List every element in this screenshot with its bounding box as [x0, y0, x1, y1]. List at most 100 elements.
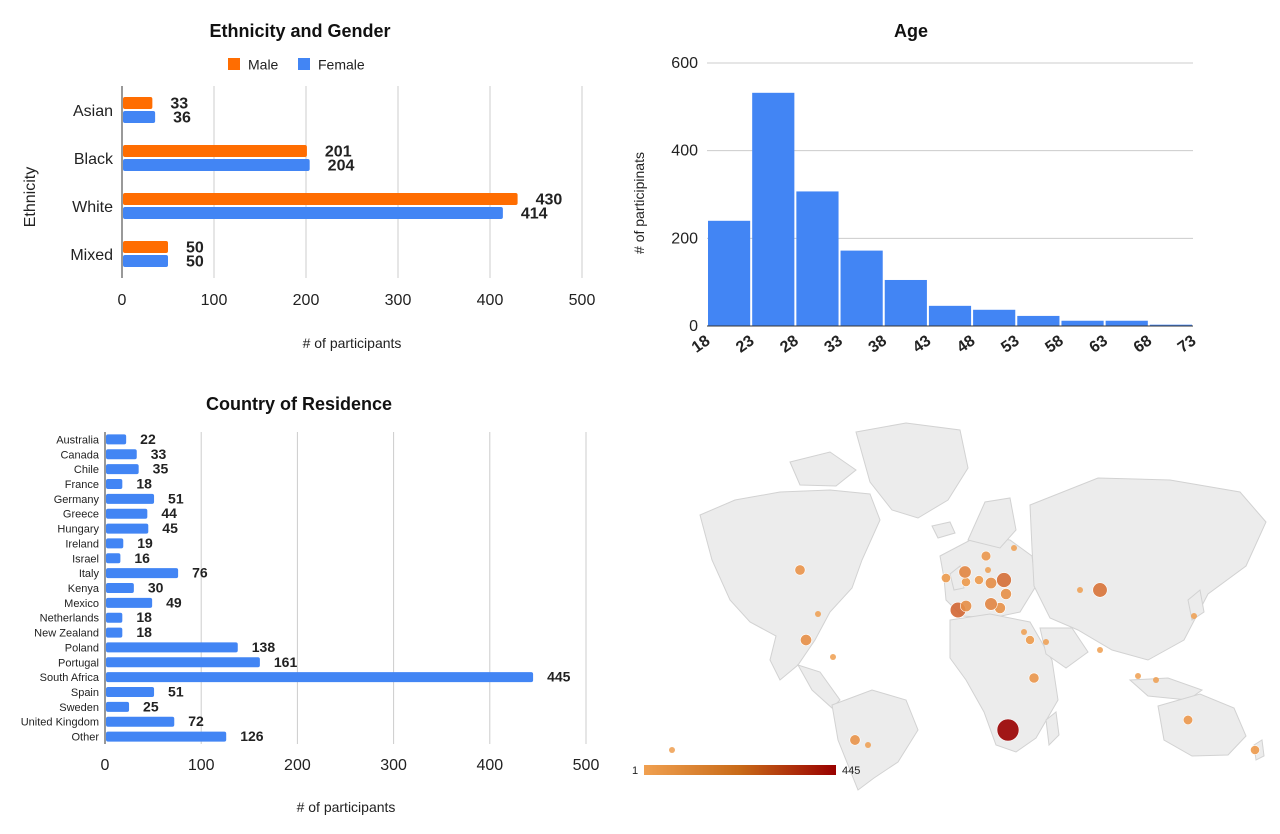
- x-tick-label: 63: [1087, 332, 1111, 356]
- map-marker: [1135, 673, 1141, 679]
- y-tick-label: 600: [671, 55, 698, 72]
- map-marker: [1011, 545, 1017, 551]
- data-label: 33: [151, 446, 167, 462]
- category-label: Mexico: [64, 598, 99, 610]
- data-label: 35: [153, 461, 169, 477]
- map-bubble-sweden: [980, 550, 992, 562]
- land-mass-8: [1029, 477, 1267, 661]
- x-tick-label: 300: [380, 757, 407, 774]
- y-tick-label: 0: [689, 318, 698, 335]
- map-marker: [830, 654, 836, 660]
- data-label: 50: [186, 254, 204, 271]
- data-label: 445: [547, 669, 571, 685]
- histogram-bar-18: [708, 220, 751, 326]
- category-label: Netherlands: [40, 613, 100, 625]
- bar-greece: [106, 508, 148, 519]
- map-bubble-israel: [1025, 635, 1035, 645]
- chart-title: Age: [894, 21, 928, 41]
- x-tick-label: 18: [689, 332, 713, 356]
- land-mass-3: [796, 664, 841, 709]
- x-tick-label: 100: [188, 757, 215, 774]
- data-label: 201: [325, 144, 352, 161]
- map-bubble-italy: [984, 597, 998, 611]
- map-bubble-hungary: [1000, 588, 1012, 600]
- category-label: France: [65, 479, 99, 491]
- land-mass-7: [931, 521, 956, 539]
- bar-poland: [106, 642, 238, 653]
- data-label: 33: [170, 96, 188, 113]
- map-bubble-united-kingdom: [958, 565, 972, 579]
- category-label: Germany: [54, 494, 100, 506]
- legend-label: Female: [318, 57, 365, 73]
- bar-male-asian: [123, 97, 153, 109]
- x-tick-label: 28: [777, 332, 801, 356]
- histogram-bar-38: [884, 279, 927, 326]
- data-label: 22: [140, 431, 156, 447]
- legend-label: Male: [248, 57, 279, 73]
- data-label: 49: [166, 594, 182, 610]
- map-marker: [985, 567, 991, 573]
- x-tick-label: 0: [118, 292, 127, 309]
- bar-new-zealand: [106, 627, 123, 638]
- bar-spain: [106, 687, 155, 697]
- map-marker: [1153, 677, 1159, 683]
- data-label: 72: [188, 713, 204, 729]
- bar-australia: [106, 434, 127, 445]
- bar-other: [106, 731, 227, 742]
- category-label: Black: [74, 151, 114, 168]
- histogram-bar-28: [796, 191, 839, 326]
- map-marker: [1097, 647, 1103, 653]
- data-label: 51: [168, 490, 184, 506]
- data-label: 25: [143, 698, 159, 714]
- x-tick-label: 33: [822, 332, 846, 356]
- x-tick-label: 48: [954, 332, 978, 356]
- bar-female-black: [123, 159, 310, 171]
- map-bubble-poland: [996, 572, 1012, 588]
- color-scale-max: 445: [842, 765, 860, 777]
- histogram-bar-23: [752, 92, 795, 326]
- age-chart: Age 0 200 400 600 # of participinats 18 23 28 33 3…: [631, 21, 1199, 356]
- category-label: Chile: [74, 464, 99, 476]
- map-bubble-germany: [984, 576, 998, 590]
- bar-sweden: [106, 701, 130, 712]
- data-label: 44: [161, 505, 177, 521]
- data-label: 19: [137, 535, 153, 551]
- map-bubble-spain: [959, 599, 973, 613]
- land-mass-4: [831, 689, 919, 791]
- category-label: Greece: [63, 509, 99, 521]
- bar-female-asian: [123, 111, 156, 123]
- color-scale-bar: [644, 765, 836, 775]
- bar-male-black: [123, 145, 307, 157]
- map-bubble-france: [961, 577, 971, 587]
- map-marker: [1021, 629, 1027, 635]
- category-label: Spain: [71, 687, 99, 699]
- data-label: 126: [240, 728, 264, 744]
- bar-ireland: [106, 538, 124, 549]
- bar-portugal: [106, 657, 260, 668]
- land-mass-10: [1045, 711, 1060, 747]
- bar-kenya: [106, 583, 134, 593]
- histogram-bar-63: [1105, 320, 1148, 326]
- map-bubble-mexico: [800, 634, 812, 646]
- ethnicity-chart: Ethnicity and Gender Male Female 0 100 200 300…: [22, 21, 595, 351]
- category-label: Kenya: [68, 583, 100, 595]
- bar-female-mixed: [123, 255, 168, 267]
- legend-swatch-male: [228, 58, 240, 70]
- data-label: 36: [173, 110, 191, 127]
- data-label: 16: [134, 550, 150, 566]
- map-marker: [1043, 639, 1049, 645]
- land-mass-11: [1039, 627, 1089, 669]
- chart-title: Country of Residence: [206, 394, 392, 414]
- bar-canada: [106, 449, 137, 460]
- bar-israel: [106, 553, 121, 564]
- land-mass-9: [949, 613, 1059, 753]
- land-mass-13: [1157, 693, 1247, 757]
- y-axis-title: # of participinats: [631, 152, 647, 254]
- bar-male-white: [123, 193, 518, 205]
- category-label: United Kingdom: [21, 717, 99, 729]
- data-label: 50: [186, 240, 204, 257]
- data-label: 138: [252, 639, 276, 655]
- category-label: Canada: [60, 449, 99, 461]
- bar-italy: [106, 568, 179, 579]
- x-tick-label: 43: [910, 332, 934, 356]
